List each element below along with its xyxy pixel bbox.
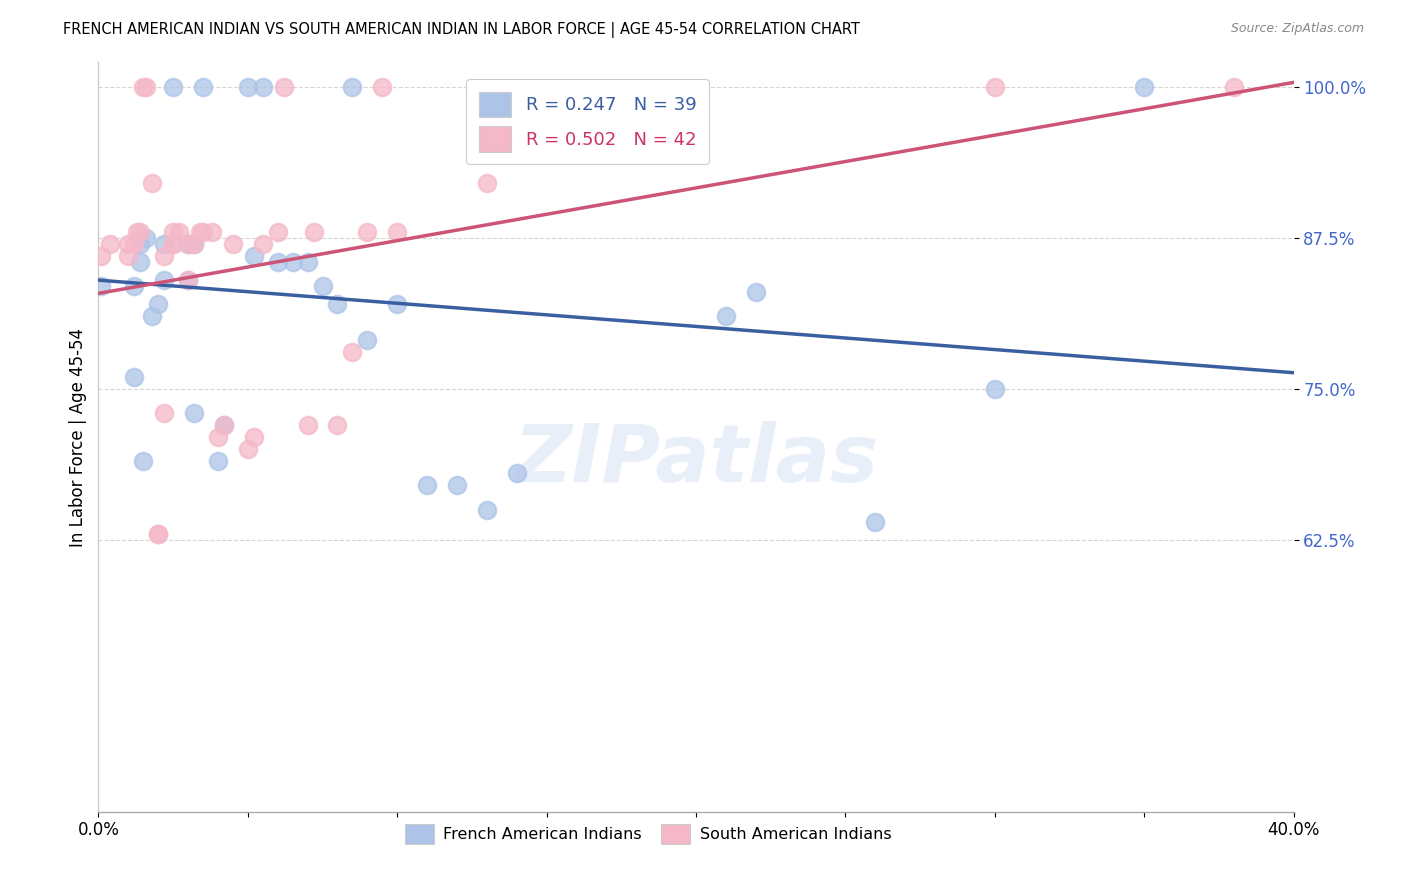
Point — [153, 236, 176, 251]
Point — [148, 526, 170, 541]
Point — [252, 79, 274, 94]
Point — [984, 79, 1007, 94]
Point — [311, 279, 333, 293]
Point — [148, 297, 170, 311]
Point — [162, 79, 184, 94]
Point — [243, 430, 266, 444]
Point — [141, 176, 163, 190]
Point — [302, 225, 325, 239]
Point — [117, 236, 139, 251]
Point — [281, 255, 304, 269]
Point — [191, 79, 214, 94]
Point — [236, 79, 259, 94]
Point — [273, 79, 295, 94]
Point — [252, 236, 274, 251]
Legend: French American Indians, South American Indians: French American Indians, South American … — [396, 816, 900, 853]
Text: FRENCH AMERICAN INDIAN VS SOUTH AMERICAN INDIAN IN LABOR FORCE | AGE 45-54 CORRE: FRENCH AMERICAN INDIAN VS SOUTH AMERICAN… — [63, 22, 860, 38]
Point — [98, 236, 122, 251]
Point — [183, 406, 205, 420]
Point — [342, 79, 364, 94]
Y-axis label: In Labor Force | Age 45-54: In Labor Force | Age 45-54 — [69, 327, 87, 547]
Point — [212, 417, 235, 432]
Point — [135, 79, 157, 94]
Point — [326, 297, 349, 311]
Point — [153, 273, 176, 287]
Point — [183, 236, 205, 251]
Point — [135, 230, 157, 244]
Point — [129, 255, 152, 269]
Point — [177, 236, 200, 251]
Point — [117, 249, 139, 263]
Point — [129, 225, 152, 239]
Point — [188, 225, 211, 239]
Point — [162, 225, 184, 239]
Point — [90, 249, 112, 263]
Point — [177, 273, 200, 287]
Point — [183, 236, 205, 251]
Point — [148, 526, 170, 541]
Point — [475, 176, 498, 190]
Point — [153, 406, 176, 420]
Point — [267, 255, 290, 269]
Point — [201, 225, 224, 239]
Point — [475, 502, 498, 516]
Point — [1223, 79, 1246, 94]
Point — [385, 225, 409, 239]
Point — [371, 79, 394, 94]
Point — [124, 369, 146, 384]
Point — [207, 454, 229, 468]
Point — [127, 225, 149, 239]
Point — [416, 478, 439, 492]
Point — [297, 417, 319, 432]
Point — [124, 279, 146, 293]
Point — [506, 467, 529, 481]
Point — [124, 236, 146, 251]
Point — [129, 236, 152, 251]
Point — [191, 225, 214, 239]
Point — [236, 442, 259, 457]
Point — [132, 454, 155, 468]
Point — [356, 334, 378, 348]
Point — [714, 310, 737, 324]
Point — [356, 225, 378, 239]
Point — [162, 236, 184, 251]
Point — [745, 285, 768, 299]
Point — [1133, 79, 1156, 94]
Point — [865, 515, 887, 529]
Point — [167, 225, 190, 239]
Point — [177, 273, 200, 287]
Point — [177, 236, 200, 251]
Point — [153, 249, 176, 263]
Point — [162, 236, 184, 251]
Point — [90, 279, 112, 293]
Point — [342, 345, 364, 359]
Point — [212, 417, 235, 432]
Point — [297, 255, 319, 269]
Point — [222, 236, 245, 251]
Point — [207, 430, 229, 444]
Point — [267, 225, 290, 239]
Point — [132, 79, 155, 94]
Text: Source: ZipAtlas.com: Source: ZipAtlas.com — [1230, 22, 1364, 36]
Point — [326, 417, 349, 432]
Point — [385, 297, 409, 311]
Text: ZIPatlas: ZIPatlas — [513, 420, 879, 499]
Point — [243, 249, 266, 263]
Point — [984, 382, 1007, 396]
Point — [141, 310, 163, 324]
Point — [446, 478, 468, 492]
